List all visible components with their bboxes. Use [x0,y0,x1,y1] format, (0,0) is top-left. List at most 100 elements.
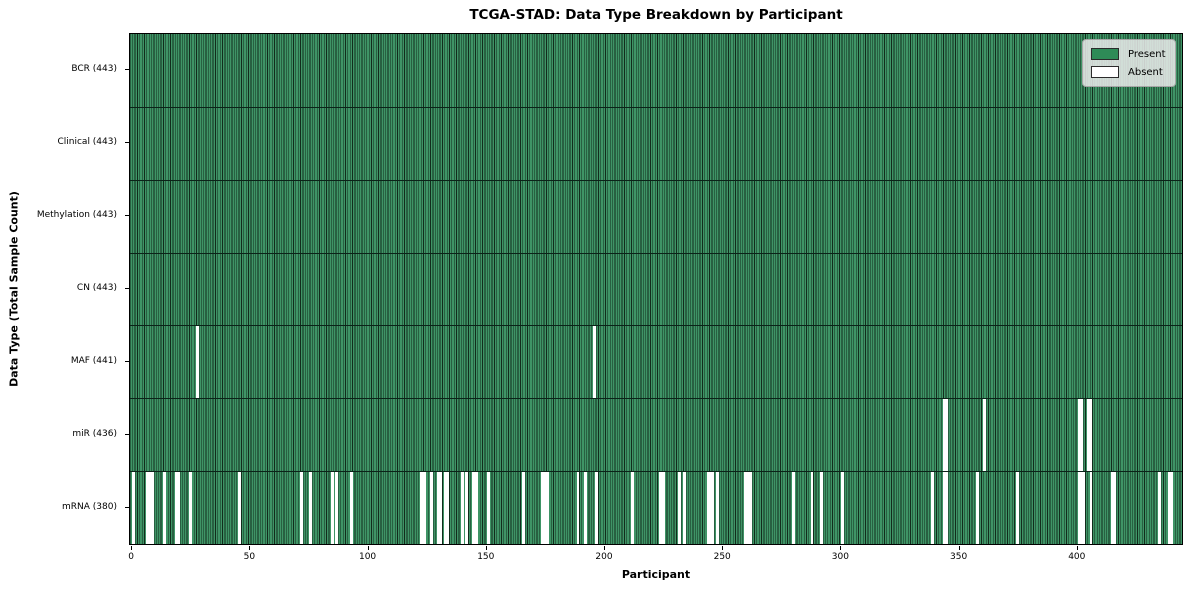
absent-stripe [593,325,596,399]
absent-stripe [682,471,686,544]
absent-stripe [1080,471,1083,544]
x-tick-label-300: 300 [831,552,849,562]
y-tick-label-clinical: Clinical (443) [57,137,117,148]
y-tick-mark [125,360,129,362]
y-tick-mark [125,506,129,508]
x-tick-label-400: 400 [1068,552,1086,562]
absent-stripe [791,471,795,544]
absent-stripe [630,471,634,544]
absent-stripe [1169,471,1173,544]
y-tick-mark [125,142,129,144]
absent-stripe [595,471,599,544]
presence-row-clinical [130,106,1182,180]
absent-stripe [349,471,353,544]
absent-stripe [1089,471,1093,544]
absent-stripe [474,471,478,544]
absent-stripe [162,471,166,544]
plot-area [129,33,1183,545]
x-tick-mark [840,546,842,550]
absent-stripe [422,471,426,544]
absent-stripe [188,471,192,544]
absent-stripe [150,471,154,544]
presence-row-bcr [130,34,1182,107]
absent-stripe [446,471,450,544]
x-tick-mark [485,546,487,550]
absent-stripe [309,471,313,544]
absent-stripe [746,471,750,544]
legend-label-absent: Absent [1128,66,1163,78]
absent-stripe [583,471,587,544]
absent-stripe [749,471,753,544]
absent-stripe [659,471,663,544]
presence-row-cn [130,252,1182,326]
x-tick-label-350: 350 [950,552,968,562]
absent-stripe [1167,471,1171,544]
absent-stripe [195,325,199,399]
absent-stripe [706,471,710,544]
row-divider [130,398,1182,400]
y-tick-label-maf: MAF (441) [70,355,117,366]
x-tick-label-150: 150 [477,552,495,562]
absent-stripe [931,471,935,544]
absent-stripe [661,471,665,544]
absent-stripe [942,471,946,544]
absent-stripe [439,471,443,544]
legend-label-present: Present [1128,48,1166,60]
absent-stripe [942,398,946,472]
absent-stripe [945,471,949,544]
legend-swatch-absent [1091,66,1119,78]
absent-stripe [715,471,719,544]
absent-stripe [744,471,748,544]
absent-stripe [708,471,712,544]
absent-stripe [1113,471,1117,544]
absent-stripe [460,471,464,544]
presence-row-methylation [130,179,1182,253]
absent-stripe [444,471,448,544]
absent-stripe [132,471,136,544]
row-divider [130,252,1182,254]
y-tick-mark [125,288,129,289]
absent-stripe [983,398,987,472]
absent-stripe [543,471,547,544]
x-tick-label-100: 100 [358,552,377,562]
absent-stripe [1158,471,1161,544]
absent-stripe [545,471,549,544]
presence-row-maf [130,325,1182,399]
y-tick-label-mir: miR (436) [72,428,117,439]
absent-stripe [148,471,152,544]
x-tick-label-250: 250 [713,552,731,562]
absent-stripe [146,471,150,544]
absent-stripe [1077,471,1081,544]
x-tick-mark [722,546,724,550]
absent-stripe [711,471,715,544]
x-tick-label-50: 50 [243,552,256,562]
absent-stripe [522,471,526,544]
absent-stripe [420,471,424,544]
y-tick-label-mrna: mRNA (380) [62,501,117,512]
absent-stripe [1080,398,1083,472]
absent-stripe [486,471,490,544]
absent-stripe [541,471,544,544]
legend: Present Absent [1082,39,1176,87]
x-tick-mark [249,546,251,550]
absent-stripe [1087,398,1091,472]
absent-stripe [299,471,303,544]
absent-stripe [1077,398,1081,472]
x-tick-mark [1076,546,1078,550]
x-tick-mark [958,546,960,550]
row-divider [130,179,1182,181]
y-tick-label-cn: CN (443) [76,283,117,293]
x-tick-label-200: 200 [595,552,613,562]
absent-stripe [841,471,845,544]
row-divider [130,471,1182,473]
row-divider [130,106,1182,108]
absent-stripe [1110,471,1114,544]
absent-stripe [1089,398,1093,472]
absent-stripe [576,471,580,544]
absent-stripe [238,471,242,544]
absent-stripe [176,471,180,544]
x-tick-label-0: 0 [128,552,135,562]
absent-stripe [174,471,178,544]
absent-stripe [472,471,476,544]
